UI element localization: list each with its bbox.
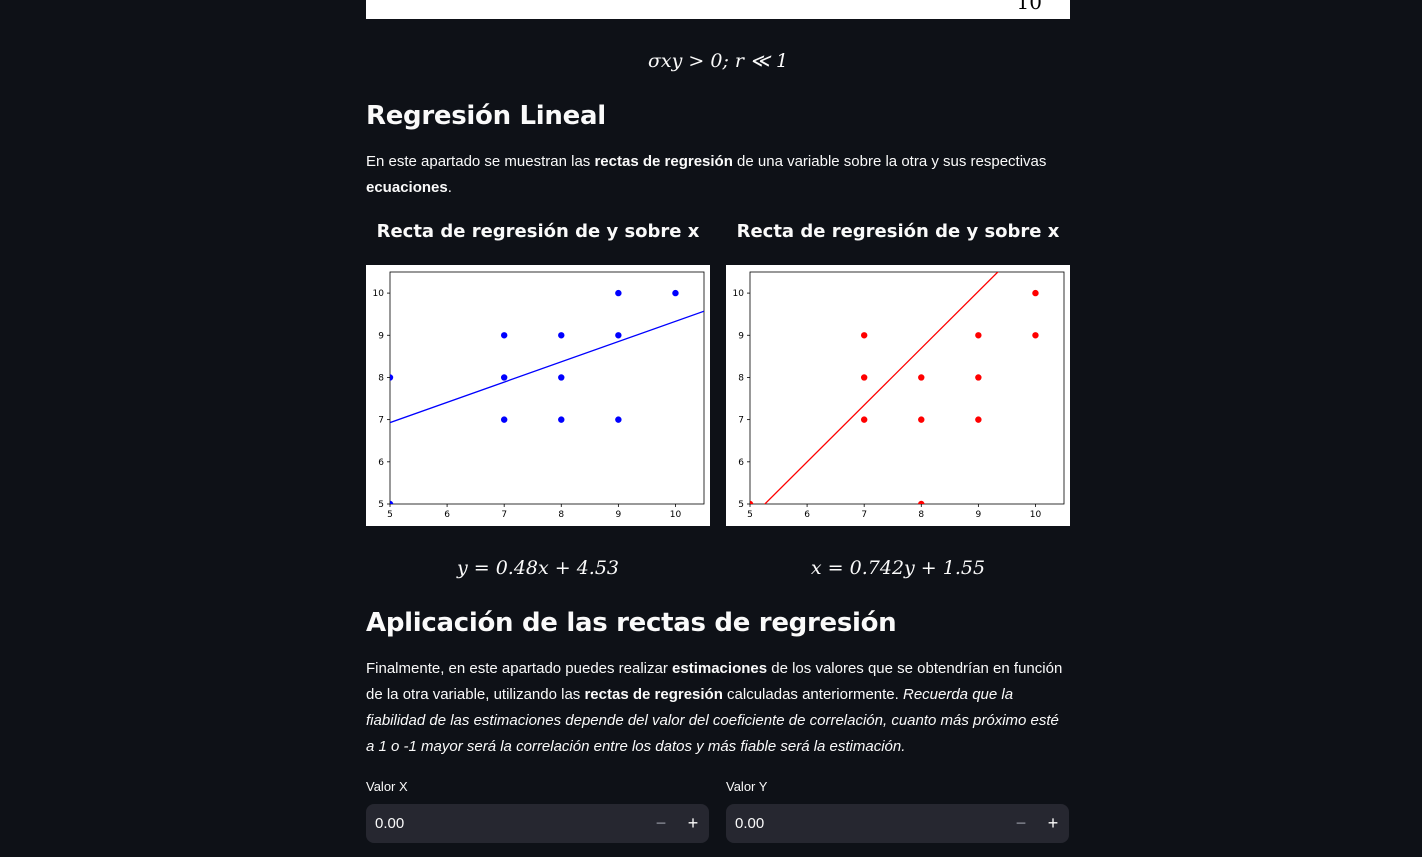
left-regression-plot: 5 6 7 8 9 10 5 6 7 8 9 10 <box>366 265 710 526</box>
value-y-label: Valor Y <box>726 779 768 794</box>
intro-mid: de una variable sobre la otra y sus resp… <box>732 153 1047 170</box>
previous-table-strip: 10 <box>366 0 1070 19</box>
data-point <box>558 374 565 381</box>
value-y-field[interactable]: 0.00 <box>735 815 765 832</box>
application-section-title: Aplicación de las rectas de regresión <box>366 608 897 638</box>
y-tick-label: 10 <box>373 289 385 299</box>
data-point <box>750 500 754 504</box>
value-x-field[interactable]: 0.00 <box>375 815 405 832</box>
data-point <box>558 416 565 423</box>
x-tick-label: 8 <box>558 510 564 520</box>
regression-line <box>763 272 999 504</box>
app-prefix: Finalmente, en este apartado puedes real… <box>366 660 673 677</box>
regression-section-title: Regresión Lineal <box>366 101 606 131</box>
value-y-increment-button[interactable]: + <box>1047 813 1059 833</box>
right-regression-equation: x = 0.742y + 1.55 <box>810 557 986 579</box>
data-point <box>975 374 982 381</box>
covariance-formula: σxy > 0; r ≪ 1 <box>647 50 789 72</box>
intro-prefix: En este apartado se muestran las <box>366 153 595 170</box>
value-x-increment-button[interactable]: + <box>687 813 699 833</box>
y-tick-label: 10 <box>733 289 745 299</box>
data-point <box>1032 332 1039 339</box>
x-tick-label: 7 <box>501 510 507 520</box>
x-tick-label: 8 <box>918 510 924 520</box>
data-point <box>390 374 394 381</box>
x-tick-label: 10 <box>670 510 682 520</box>
value-y-input[interactable]: 0.00 − + <box>726 804 1069 843</box>
data-point <box>390 500 394 504</box>
regression-line <box>390 310 704 424</box>
data-point <box>558 332 565 339</box>
app-bold-rectas: rectas de regresión <box>584 686 723 703</box>
app-mid2: calculadas anteriormente. <box>722 686 903 703</box>
data-point <box>918 416 925 423</box>
y-tick-label: 6 <box>738 458 744 468</box>
application-paragraph: Finalmente, en este apartado puedes real… <box>366 656 1070 760</box>
x-tick-label: 6 <box>804 510 810 520</box>
data-point <box>672 289 679 297</box>
intro-suffix: . <box>447 179 452 196</box>
partial-cell-value: 10 <box>1016 0 1042 14</box>
right-chart-title: Recta de regresión de y sobre x <box>736 221 1060 242</box>
app-italic-note: Recuerda que la fiabilidad de las estima… <box>366 686 1059 755</box>
y-tick-label: 8 <box>378 373 384 383</box>
data-points <box>390 289 679 504</box>
plot-frame <box>749 271 1065 505</box>
data-points <box>750 289 1039 504</box>
y-tick-label: 7 <box>738 416 744 426</box>
value-x-label: Valor X <box>366 779 408 794</box>
intro-bold-rectas: rectas de regresión <box>594 153 733 170</box>
data-point <box>615 416 622 423</box>
data-point <box>615 332 622 339</box>
data-point <box>1032 289 1039 297</box>
value-x-input[interactable]: 0.00 − + <box>366 804 709 843</box>
data-point <box>918 374 925 381</box>
data-point <box>918 500 925 504</box>
y-tick-label: 5 <box>378 500 384 510</box>
left-plot-svg: 5 6 7 8 9 10 5 6 7 8 9 10 <box>373 271 705 520</box>
data-point <box>860 332 868 339</box>
left-regression-equation: y = 0.48x + 4.53 <box>456 557 620 579</box>
value-y-decrement-button[interactable]: − <box>1015 813 1027 833</box>
data-point <box>860 416 868 423</box>
value-x-decrement-button[interactable]: − <box>655 813 667 833</box>
x-tick-label: 10 <box>1030 510 1042 520</box>
app-mid: de los valores que se obtendrían en func… <box>366 660 1063 703</box>
regression-intro: En este apartado se muestran las rectas … <box>366 149 1070 201</box>
y-tick-label: 5 <box>738 500 744 510</box>
x-tick-label: 9 <box>975 510 981 520</box>
plot-frame <box>389 271 705 505</box>
data-point <box>500 332 508 339</box>
data-point <box>860 374 868 381</box>
x-tick-label: 5 <box>387 510 393 520</box>
y-tick-label: 6 <box>378 458 384 468</box>
right-regression-plot: 5 6 7 8 9 10 5 6 7 8 9 10 <box>726 265 1070 526</box>
x-tick-label: 9 <box>615 510 621 520</box>
app-bold-estimaciones: estimaciones <box>672 660 768 677</box>
x-tick-label: 6 <box>444 510 450 520</box>
data-point <box>500 416 508 423</box>
x-tick-label: 7 <box>861 510 867 520</box>
y-tick-label: 8 <box>738 373 744 383</box>
data-point <box>615 289 622 297</box>
y-tick-label: 9 <box>378 331 384 341</box>
data-point <box>975 332 982 339</box>
right-plot-svg: 5 6 7 8 9 10 5 6 7 8 9 10 <box>733 271 1065 520</box>
y-tick-label: 7 <box>378 416 384 426</box>
y-tick-label: 9 <box>738 331 744 341</box>
data-point <box>975 416 982 423</box>
intro-bold-ecuaciones: ecuaciones <box>366 179 448 196</box>
x-tick-label: 5 <box>747 510 753 520</box>
left-chart-title: Recta de regresión de y sobre x <box>376 221 700 242</box>
data-point <box>500 374 508 381</box>
